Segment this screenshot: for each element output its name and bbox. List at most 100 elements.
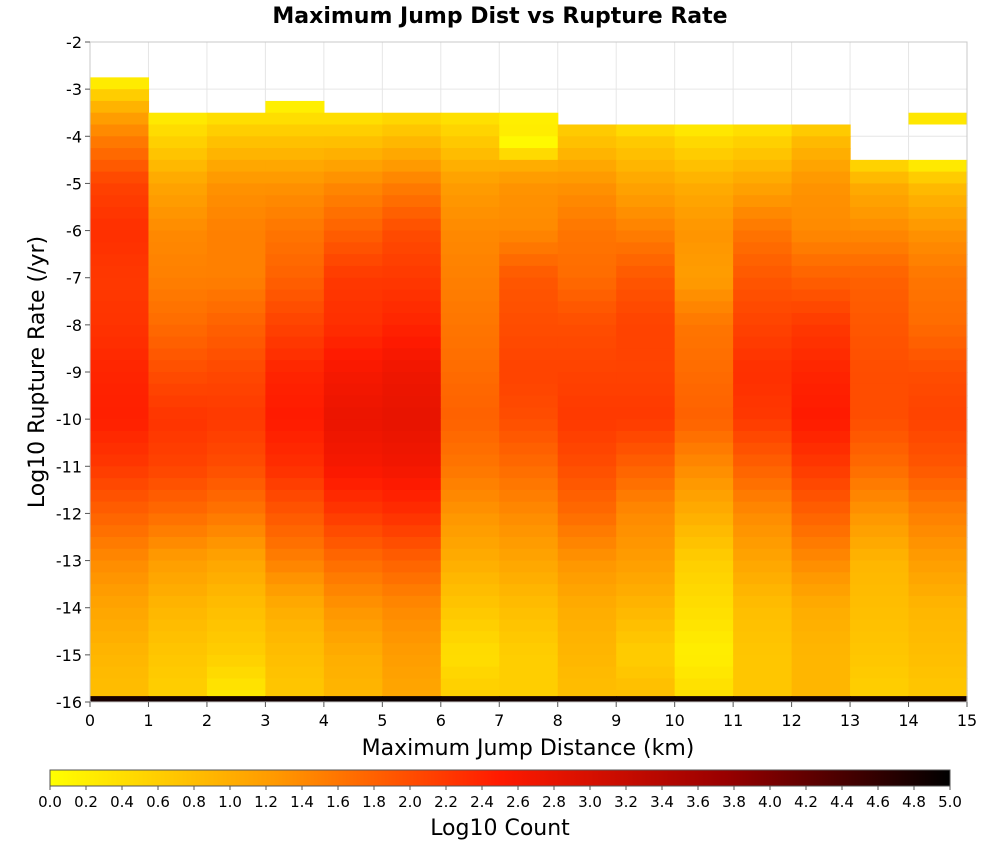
heatmap-cell	[616, 265, 676, 279]
heatmap-cell	[382, 419, 442, 432]
heatmap-cell	[265, 112, 325, 126]
heatmap-cell	[850, 666, 910, 680]
heatmap-cell	[499, 313, 559, 326]
heatmap-cell	[323, 442, 383, 456]
heatmap-cell	[382, 265, 442, 279]
heatmap-cell	[557, 513, 617, 526]
heatmap-cell	[206, 654, 266, 668]
heatmap-cell	[323, 513, 383, 526]
heatmap-cell	[323, 301, 383, 314]
heatmap-cell	[616, 442, 676, 456]
colorbar-tick-label: 3.0	[578, 793, 602, 811]
heatmap-cell	[440, 265, 500, 279]
heatmap-cell	[674, 548, 734, 562]
heatmap-cell	[265, 619, 325, 632]
heatmap-cell	[265, 277, 325, 291]
heatmap-cell	[206, 372, 266, 385]
heatmap-cell	[850, 654, 910, 668]
heatmap-cell	[265, 430, 325, 444]
heatmap-cell	[674, 124, 734, 137]
heatmap-cell	[382, 666, 442, 680]
heatmap-cell	[440, 631, 500, 644]
heatmap-cell	[499, 360, 559, 373]
heatmap-cell	[733, 324, 793, 338]
heatmap-cell	[265, 595, 325, 609]
heatmap-cell	[148, 289, 208, 302]
heatmap-cell	[674, 277, 734, 291]
heatmap-cell	[674, 372, 734, 385]
heatmap-cell	[148, 584, 208, 597]
heatmap-cell	[557, 619, 617, 632]
heatmap-cell	[148, 383, 208, 397]
heatmap-cell	[908, 419, 968, 432]
heatmap-cell	[148, 159, 208, 173]
heatmap-cell	[148, 525, 208, 538]
x-tick-label: 11	[723, 711, 743, 730]
heatmap-cell	[616, 619, 676, 632]
heatmap-cell	[733, 348, 793, 361]
heatmap-cell	[908, 289, 968, 302]
heatmap-cell	[382, 195, 442, 208]
heatmap-cell	[791, 171, 851, 185]
heatmap-cell	[90, 666, 150, 680]
heatmap-cell	[674, 666, 734, 680]
heatmap-cell	[206, 430, 266, 444]
heatmap-cell	[499, 265, 559, 279]
heatmap-cell	[908, 466, 968, 479]
heatmap-cell	[382, 619, 442, 632]
heatmap-cell	[908, 112, 967, 125]
heatmap-cell	[265, 466, 325, 479]
heatmap-cell	[850, 348, 910, 361]
heatmap-cell	[206, 254, 266, 267]
heatmap-cell	[616, 254, 676, 267]
heatmap-cell	[265, 324, 325, 338]
heatmap-cell	[206, 313, 266, 326]
heatmap-cell	[791, 513, 851, 526]
heatmap-cell	[908, 631, 968, 644]
heatmap-cell	[440, 654, 500, 668]
heatmap-cell	[323, 619, 383, 632]
heatmap-cell	[265, 654, 325, 668]
heatmap-cell	[674, 619, 734, 632]
heatmap-cell	[323, 242, 383, 255]
heatmap-cell	[850, 548, 910, 562]
heatmap-cell	[148, 478, 208, 491]
heatmap-cell	[499, 195, 559, 208]
heatmap-cell	[674, 265, 734, 279]
heatmap-cell	[206, 607, 266, 621]
heatmap-cell	[850, 265, 910, 279]
heatmap-cell	[557, 572, 617, 585]
heatmap-cell	[206, 289, 266, 302]
heatmap-cell	[850, 159, 910, 173]
heatmap-cell	[616, 654, 676, 668]
heatmap-cell	[908, 513, 968, 526]
heatmap-cell	[265, 159, 325, 173]
heatmap-cell	[148, 313, 208, 326]
heatmap-cell	[499, 183, 559, 196]
heatmap-cell	[323, 230, 383, 243]
heatmap-cell	[90, 124, 150, 137]
heatmap-cell	[206, 560, 266, 573]
x-tick-label: 9	[611, 711, 621, 730]
heatmap-cell	[791, 696, 851, 702]
heatmap-cell	[908, 360, 968, 373]
heatmap-cell	[323, 631, 383, 644]
heatmap-cell	[90, 537, 150, 550]
heatmap-cell	[850, 301, 910, 314]
heatmap-cell	[90, 395, 150, 408]
heatmap-cell	[733, 148, 793, 161]
colorbar-tick-label: 0.4	[110, 793, 134, 811]
heatmap-cell	[616, 537, 676, 550]
x-tick-label: 7	[494, 711, 504, 730]
heatmap-cell	[323, 501, 383, 515]
heatmap-cell	[323, 289, 383, 302]
heatmap-cell	[206, 595, 266, 609]
heatmap-cell	[323, 277, 383, 291]
heatmap-cell	[499, 383, 559, 397]
heatmap-cell	[148, 171, 208, 185]
heatmap-cell	[382, 654, 442, 668]
heatmap-cell	[557, 336, 617, 350]
heatmap-cell	[148, 607, 208, 621]
y-tick-label: -12	[56, 504, 82, 523]
